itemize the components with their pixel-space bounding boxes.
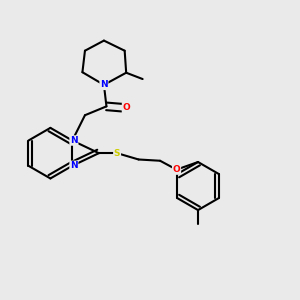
Text: N: N — [70, 136, 78, 145]
Text: N: N — [70, 161, 78, 170]
Text: O: O — [172, 165, 180, 174]
Text: S: S — [114, 149, 120, 158]
Text: O: O — [122, 103, 130, 112]
Text: N: N — [100, 80, 108, 89]
